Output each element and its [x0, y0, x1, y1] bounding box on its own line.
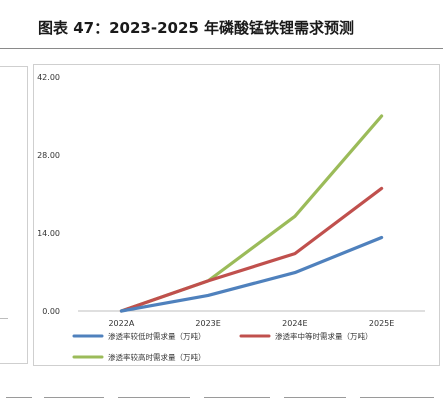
- y-tick-label: 0.00: [42, 307, 60, 316]
- legend-label: 渗透率较低时需求量（万吨）: [108, 331, 206, 341]
- legend-label: 渗透率较高时需求量（万吨）: [108, 352, 206, 362]
- title-divider: [0, 48, 443, 49]
- footer-note-strip: [0, 392, 443, 402]
- x-axis-ticks: 2022A 2023E 2024E 2025E: [108, 319, 394, 328]
- footer-dash: [44, 397, 104, 398]
- x-tick-label: 2024E: [282, 319, 307, 328]
- x-tick-label: 2023E: [195, 319, 220, 328]
- footer-dash: [118, 397, 190, 398]
- x-tick-label: 2025E: [369, 319, 394, 328]
- y-tick-label: 28.00: [37, 151, 60, 160]
- footer-dash: [284, 397, 346, 398]
- series-line: [119, 235, 384, 313]
- series-line: [119, 114, 384, 313]
- adjacent-chart-panel: [0, 66, 28, 364]
- y-tick-label: 42.00: [37, 73, 60, 82]
- footer-dash: [6, 397, 32, 398]
- adjacent-chart-tick: [0, 318, 8, 319]
- chart-legend: 渗透率较低时需求量（万吨） 渗透率中等时需求量（万吨） 渗透率较高时需求量（万吨）: [72, 331, 373, 362]
- figure-title: 图表 47：2023-2025 年磷酸锰铁锂需求预测: [38, 19, 355, 37]
- y-tick-label: 14.00: [37, 229, 60, 238]
- series-lines: [119, 114, 384, 313]
- y-axis-ticks: 0.00 14.00 28.00 42.00: [37, 73, 60, 316]
- footer-dash: [204, 397, 270, 398]
- series-line: [119, 186, 384, 313]
- x-tick-label: 2022A: [108, 319, 134, 328]
- chart-panel: [33, 64, 440, 366]
- legend-label: 渗透率中等时需求量（万吨）: [275, 331, 373, 341]
- footer-dash: [360, 397, 434, 398]
